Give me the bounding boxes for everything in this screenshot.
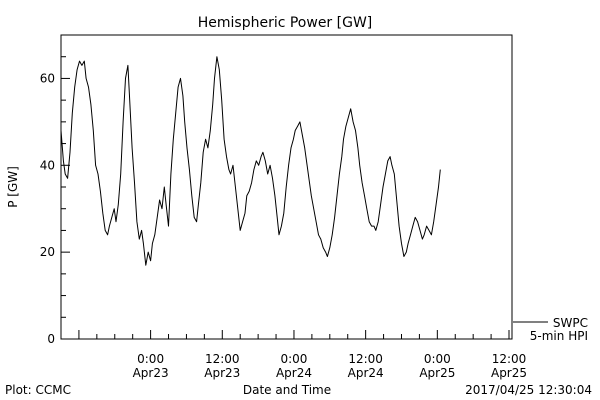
- x-tick-date-label: Apr25: [491, 366, 527, 380]
- y-axis: 0 20 40 60: [40, 34, 70, 346]
- chart-title: Hemispheric Power [GW]: [198, 15, 373, 31]
- y-axis-label: P [GW]: [6, 166, 20, 208]
- x-tick-time-label: 0:00: [280, 352, 307, 366]
- x-tick-time-label: 0:00: [424, 352, 451, 366]
- x-tick-time-label: 12:00: [348, 352, 383, 366]
- y-tick-label: 60: [40, 71, 55, 85]
- x-tick-date-label: Apr23: [204, 366, 240, 380]
- x-tick-date-label: Apr25: [419, 366, 455, 380]
- x-tick-time-label: 12:00: [492, 352, 527, 366]
- footer-timestamp: 2017/04/25 12:30:04: [465, 383, 592, 397]
- series-line-swpc: [60, 56, 441, 266]
- x-axis: 0:00Apr2312:00Apr230:00Apr2412:00Apr240:…: [78, 330, 527, 380]
- legend-label-hpi: 5-min HPI: [530, 329, 588, 343]
- y-tick-label: 20: [40, 245, 55, 259]
- x-tick-date-label: Apr24: [348, 366, 384, 380]
- x-tick-date-label: Apr24: [276, 366, 312, 380]
- series-group: [60, 56, 441, 266]
- legend-label-swpc: SWPC: [553, 316, 588, 330]
- y-tick-label: 0: [47, 332, 55, 346]
- footer-plot-credit: Plot: CCMC: [5, 383, 71, 397]
- x-tick-time-label: 0:00: [137, 352, 164, 366]
- x-tick-date-label: Apr23: [133, 366, 169, 380]
- x-axis-label: Date and Time: [243, 383, 331, 397]
- x-tick-time-label: 12:00: [205, 352, 240, 366]
- y-tick-label: 40: [40, 158, 55, 172]
